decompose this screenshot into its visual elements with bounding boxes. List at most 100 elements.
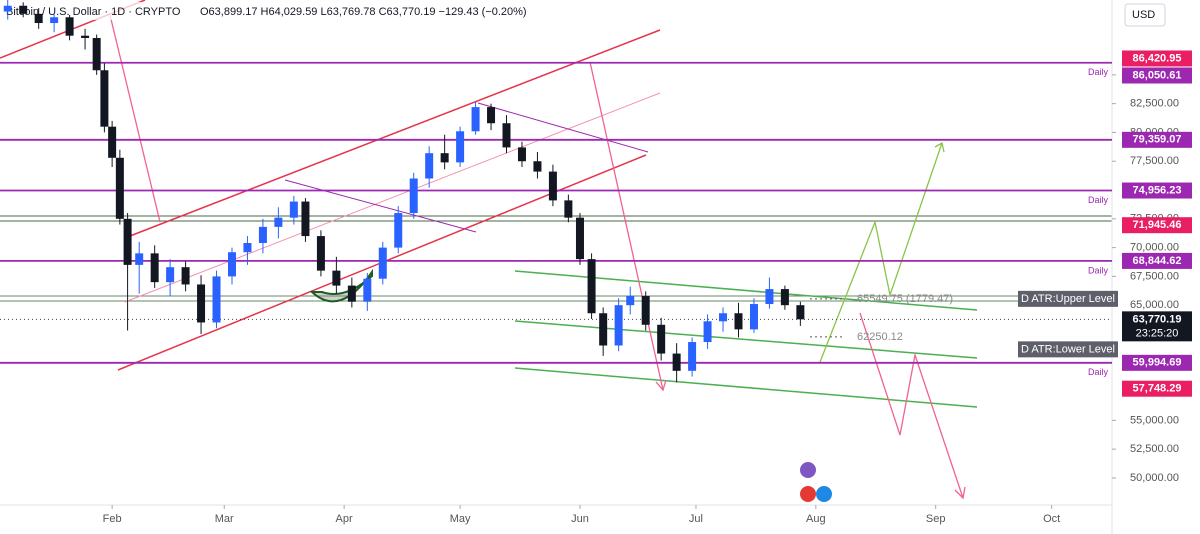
y-tick-label: 55,000.00 [1130,414,1179,426]
y-tick-label: 67,500.00 [1130,270,1179,282]
candle-body [657,324,666,354]
price-tag-label: 79,359.07 [1133,134,1182,146]
price-tag-label: 63,770.19 [1133,313,1182,325]
currency[interactable]: USD [1132,9,1155,21]
x-tick-label: Jun [571,513,589,525]
x-tick-label: Sep [926,513,946,525]
x-tick-label: Apr [336,513,353,525]
atr-tag [1018,290,1118,307]
x-tick-label: May [450,513,471,525]
candle-body [456,131,465,163]
candle-body [289,201,298,218]
price-tag [1122,311,1192,342]
candle-body [487,107,496,124]
candle-body [688,342,697,371]
price-tag [1122,252,1192,269]
candle-body [81,35,90,39]
price-tag-label: 68,844.62 [1133,255,1182,267]
currency-button[interactable] [1124,3,1166,27]
candle-body [347,285,356,302]
candle-body [3,5,12,12]
candle-body [641,295,650,325]
candle-body [197,284,206,323]
price-tag [1122,131,1192,148]
candle-body [243,242,252,253]
candle-body [564,200,573,218]
candle-body [425,153,434,179]
channel-line [514,320,978,359]
arrow-head [954,486,966,500]
candle-body [517,147,526,162]
price-tag-label: 57,748.29 [1133,383,1182,395]
cup-pattern [309,268,373,303]
price-tag-label: 74,956.23 [1133,184,1182,196]
candle-body [575,217,584,260]
arrow [109,14,161,223]
price-tag [1122,50,1192,67]
price-tag [1122,182,1192,199]
candle-body [166,267,175,283]
projection [819,142,943,363]
candle-body [100,70,109,127]
channel-mid [124,92,661,303]
candle-body [108,126,117,158]
candle-body [703,321,712,343]
price-tag [1122,67,1192,84]
candle-body [672,353,681,371]
candle-body [50,17,59,24]
trend-line [477,102,649,153]
candle-body [19,5,28,14]
candle-body [749,304,758,330]
candle-body [440,153,449,163]
candle-body [548,171,557,201]
candle-body [181,267,190,285]
icon [816,486,832,502]
price-tag-label: 86,420.95 [1133,52,1182,64]
price-tag [1122,354,1192,371]
candle-body [626,295,635,306]
candle-body [92,38,101,71]
candle-body [212,276,221,323]
channel-line [129,29,661,237]
atr-tag [1018,341,1118,358]
y-tick-label: 65,000.00 [1130,299,1179,311]
arrow-head [655,379,667,392]
candle-body [378,247,387,279]
y-tick-label: 77,500.00 [1130,155,1179,167]
projection [859,312,964,499]
candle-body [258,226,267,243]
candle-body [719,313,728,322]
candle-body [765,289,774,305]
candle-body [34,13,43,24]
candle-body [587,259,596,314]
arrow-head [934,141,945,153]
candle-body [614,305,623,346]
candle-body [471,107,480,132]
level-note: Daily [1088,67,1109,77]
level-note: Daily [1088,265,1109,275]
candle-body [796,305,805,320]
level-note: Daily [1088,195,1109,205]
candle-body [274,217,283,227]
candle-body [123,218,132,265]
legend-bg [0,2,400,20]
candle-body [150,253,159,283]
candle-body [65,17,74,36]
x-tick-label: Oct [1043,513,1060,525]
y-tick-label: 52,500.00 [1130,443,1179,455]
price-tag-label: 86,050.61 [1133,69,1182,81]
candle-body [301,201,310,237]
y-tick-label: 82,500.00 [1130,98,1179,110]
atr-tag-label: D ATR:Lower Level [1021,343,1115,355]
price-tag-label: 59,994.69 [1133,357,1182,369]
x-tick-label: Jul [689,513,703,525]
candle-body [316,236,325,271]
symbol: Bitcoin / U.S. Dollar · 1D · CRYPTO [6,6,181,18]
x-tick-label: Aug [806,513,826,525]
y-tick-label: 50,000.00 [1130,472,1179,484]
y-tick-label: 70,000.00 [1130,242,1179,254]
x-tick-label: Mar [215,513,234,525]
candle-body [363,278,372,302]
